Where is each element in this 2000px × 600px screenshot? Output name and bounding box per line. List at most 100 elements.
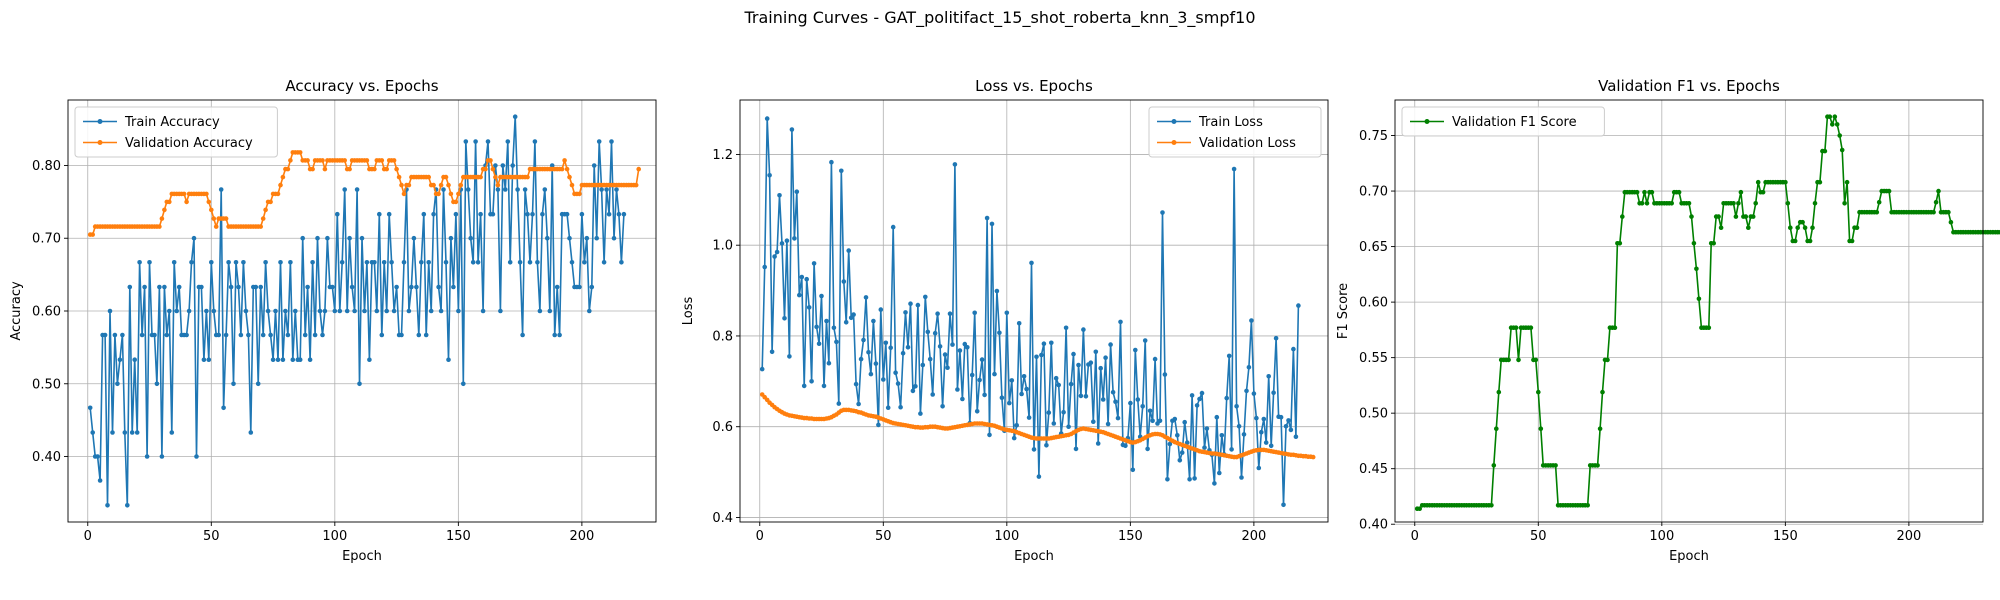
data-point	[322, 166, 328, 172]
data-point	[935, 311, 940, 317]
data-point	[305, 158, 310, 163]
legend-label-validation-accuracy: Validation Accuracy	[125, 136, 253, 151]
data-point	[461, 381, 466, 387]
data-point	[819, 293, 824, 299]
data-point	[1246, 365, 1252, 370]
data-point	[1251, 391, 1257, 396]
x-tick-label: 200	[1241, 529, 1266, 544]
chart-title: Loss vs. Epochs	[975, 77, 1093, 95]
legend-marker-train-accuracy	[97, 119, 103, 124]
data-point	[305, 284, 310, 290]
data-point	[784, 238, 790, 243]
data-point	[1634, 189, 1640, 195]
data-point	[836, 401, 842, 406]
data-point	[315, 235, 320, 241]
data-point	[1241, 432, 1247, 437]
data-point	[1175, 433, 1180, 438]
data-point	[1268, 443, 1274, 449]
data-point	[475, 260, 481, 265]
data-point	[1271, 390, 1276, 396]
data-point	[181, 191, 187, 197]
x-tick-label: 50	[875, 529, 892, 544]
data-point	[816, 341, 822, 347]
data-point	[1600, 389, 1605, 395]
data-point	[520, 332, 525, 338]
data-point	[1016, 321, 1022, 326]
data-point	[446, 357, 451, 363]
data-point	[1100, 397, 1106, 402]
data-point	[893, 370, 898, 376]
data-point	[1004, 310, 1010, 316]
data-point	[982, 392, 987, 398]
data-point	[184, 332, 189, 338]
data-point	[1184, 440, 1190, 445]
data-point	[493, 174, 498, 180]
y-tick-label: 0.75	[1359, 129, 1388, 144]
data-point	[278, 182, 283, 188]
data-point	[1256, 465, 1262, 471]
data-point	[278, 260, 283, 265]
data-point	[979, 357, 985, 362]
data-point	[270, 357, 276, 363]
data-point	[396, 174, 402, 180]
data-point	[1157, 418, 1163, 424]
data-point	[997, 330, 1002, 336]
data-point	[1810, 225, 1815, 230]
data-point	[987, 432, 992, 438]
data-point	[1278, 414, 1284, 420]
data-point	[495, 182, 501, 188]
data-point	[1088, 360, 1094, 366]
data-point	[426, 260, 432, 265]
series-validation-accuracy	[87, 150, 641, 237]
data-point	[604, 187, 609, 192]
data-point	[1160, 210, 1165, 215]
data-point	[268, 199, 273, 205]
data-point	[972, 310, 977, 316]
data-point	[569, 182, 575, 188]
data-point	[1231, 166, 1237, 172]
data-point	[1011, 435, 1017, 441]
data-point	[406, 182, 412, 188]
data-point	[1676, 189, 1682, 195]
data-point	[423, 332, 429, 338]
x-tick-label: 100	[1649, 529, 1674, 544]
data-point	[591, 163, 597, 168]
data-point	[255, 381, 261, 387]
data-point	[955, 387, 960, 392]
data-point	[942, 352, 948, 357]
data-point	[275, 191, 281, 197]
data-point	[470, 260, 476, 265]
data-point	[636, 166, 641, 172]
data-point	[920, 362, 926, 368]
data-point	[451, 284, 456, 290]
data-point	[102, 332, 108, 338]
x-axis-label: Epoch	[1669, 549, 1709, 564]
data-point	[95, 454, 100, 459]
legend-marker-validation-f1-score	[1424, 119, 1430, 124]
data-point	[1212, 481, 1217, 486]
data-point	[1068, 381, 1074, 387]
data-point	[463, 139, 469, 144]
data-point	[913, 384, 918, 389]
data-point	[117, 357, 123, 363]
data-point	[233, 260, 239, 265]
data-point	[1214, 414, 1220, 420]
data-point	[1204, 426, 1210, 431]
chart-title: Validation F1 vs. Epochs	[1598, 77, 1780, 95]
data-point	[354, 187, 360, 192]
data-point	[465, 187, 471, 192]
data-point	[285, 166, 291, 172]
data-point	[512, 114, 518, 119]
data-point	[352, 308, 357, 314]
data-point	[871, 318, 876, 324]
data-point	[1261, 416, 1267, 422]
data-point	[253, 284, 259, 290]
data-point	[147, 260, 152, 265]
data-point	[1165, 477, 1170, 482]
data-point	[1849, 238, 1855, 244]
data-point	[809, 379, 814, 384]
data-point	[621, 211, 627, 217]
data-point	[347, 166, 352, 172]
data-point	[873, 361, 879, 366]
